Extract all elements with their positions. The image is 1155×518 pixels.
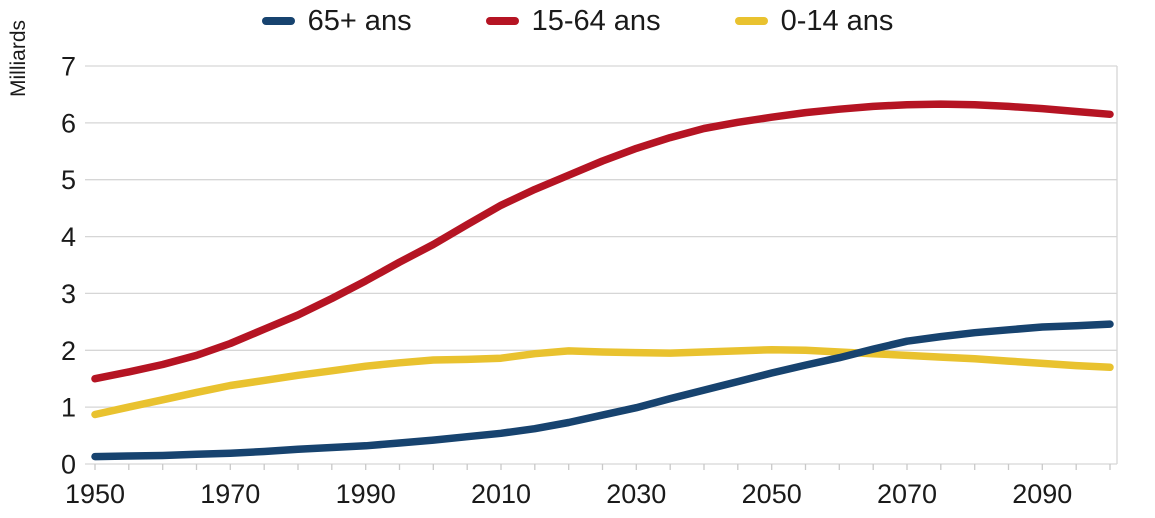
legend-label-0-14: 0-14 ans — [780, 4, 894, 37]
y-tick-label-4: 4 — [61, 222, 76, 252]
x-tick-label-2070: 2070 — [877, 479, 937, 509]
y-tick-label-3: 3 — [61, 279, 76, 309]
legend-label-65plus: 65+ ans — [307, 4, 412, 37]
series-line-15-64-ans — [91, 100, 1114, 383]
x-tick-label-2010: 2010 — [471, 479, 531, 509]
chart-legend: 65+ ans 15-64 ans 0-14 ans — [0, 5, 1155, 37]
legend-swatch-15-64-icon — [485, 17, 519, 25]
series-line-65-ans — [91, 320, 1114, 461]
legend-item-65plus: 65+ ans — [261, 4, 412, 37]
x-tick-label-2050: 2050 — [742, 479, 802, 509]
y-tick-label-0: 0 — [61, 450, 76, 480]
y-tick-label-2: 2 — [61, 336, 76, 366]
x-tick-label-2030: 2030 — [606, 479, 666, 509]
series-line-0-14-ans — [91, 345, 1114, 419]
x-tick-label-1990: 1990 — [336, 479, 396, 509]
legend-item-15-64: 15-64 ans — [485, 4, 661, 37]
legend-label-15-64: 15-64 ans — [531, 4, 661, 37]
y-tick-label-1: 1 — [61, 393, 76, 423]
y-tick-label-6: 6 — [61, 108, 76, 138]
x-tick-label-1950: 1950 — [65, 479, 125, 509]
x-tick-label-1970: 1970 — [200, 479, 260, 509]
y-tick-label-5: 5 — [61, 165, 76, 195]
legend-item-0-14: 0-14 ans — [734, 4, 894, 37]
x-tick-label-2090: 2090 — [1012, 479, 1072, 509]
y-tick-label-7: 7 — [61, 52, 76, 82]
legend-swatch-65plus-icon — [261, 17, 295, 25]
legend-swatch-0-14-icon — [734, 17, 768, 25]
